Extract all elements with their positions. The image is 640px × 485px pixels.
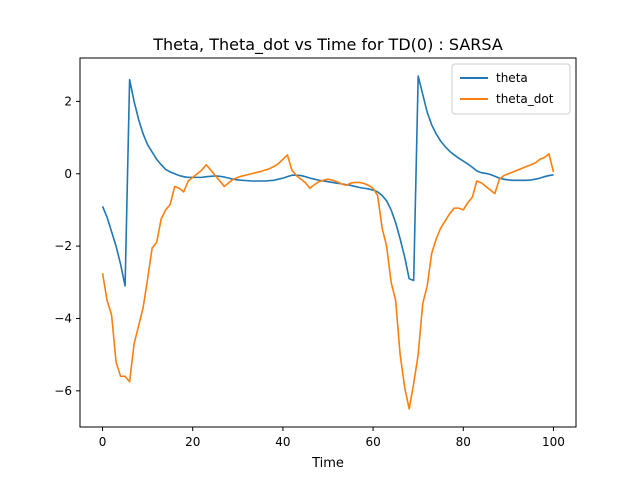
x-tick-label: 80	[456, 435, 471, 449]
y-tick-label: −6	[54, 384, 72, 398]
legend-label: theta	[496, 71, 528, 85]
x-axis-label: Time	[311, 456, 344, 471]
series-line-theta	[101, 75, 554, 287]
series-layer	[101, 75, 555, 410]
legend-box	[451, 63, 571, 115]
x-tick-label: 60	[365, 435, 380, 449]
chart-title: Theta, Theta_dot vs Time for TD(0) : SAR…	[152, 35, 503, 55]
x-tick-label: 40	[275, 435, 290, 449]
y-tick-label: −2	[54, 239, 72, 253]
y-tick-label: 2	[64, 94, 72, 108]
y-tick-label: 0	[64, 167, 72, 181]
x-axis-ticks: 0 20 40 60 80 100	[99, 427, 565, 449]
legend: theta theta_dot	[451, 63, 571, 115]
x-tick-label: 0	[99, 435, 107, 449]
series-line-theta-dot	[101, 153, 555, 410]
x-tick-label: 100	[542, 435, 565, 449]
legend-label: theta_dot	[496, 92, 554, 106]
plot-area	[79, 57, 577, 428]
y-tick-label: −4	[54, 311, 72, 325]
y-axis-ticks: −6 −4 −2 0 2	[54, 94, 80, 398]
x-tick-label: 20	[185, 435, 200, 449]
axes-frame	[79, 57, 577, 428]
